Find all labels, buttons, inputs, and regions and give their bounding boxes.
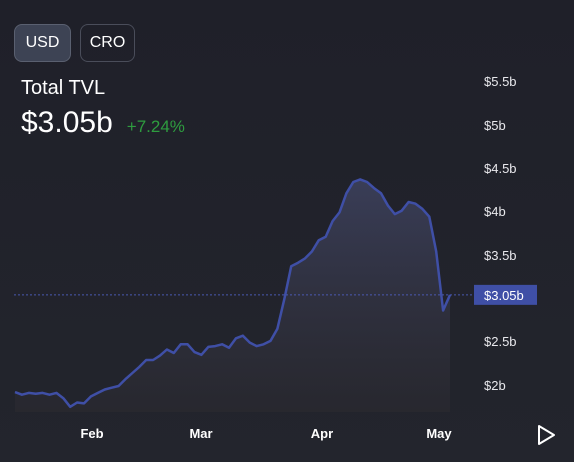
cro-toggle-button[interactable]: CRO <box>80 24 135 62</box>
x-tick-label: Apr <box>311 426 333 441</box>
chart-title: Total TVL <box>21 77 106 99</box>
y-tick-label: $3.5b <box>484 248 517 263</box>
current-value-label: $3.05b <box>484 288 524 303</box>
play-icon[interactable] <box>535 424 557 446</box>
y-tick-label: $2.5b <box>484 334 517 349</box>
tvl-area <box>15 179 450 412</box>
x-tick-label: Mar <box>189 426 212 441</box>
tvl-value: $3.05b <box>21 106 113 139</box>
y-tick-label: $5b <box>484 118 506 133</box>
y-tick-label: $4.5b <box>484 161 517 176</box>
y-axis: $5.5b $5b $4.5b $4b $3.5b $2.5b $2b <box>484 74 517 393</box>
x-tick-label: May <box>426 426 452 441</box>
x-axis: Feb Mar Apr May <box>80 426 452 441</box>
y-tick-label: $5.5b <box>484 74 517 89</box>
value-row: $3.05b +7.24% <box>21 106 185 140</box>
current-value-badge <box>474 284 537 305</box>
y-tick-label: $4b <box>484 204 506 219</box>
tvl-line <box>14 178 452 409</box>
x-tick-label: Feb <box>80 426 103 441</box>
usd-toggle-button[interactable]: USD <box>14 24 71 62</box>
tvl-change: +7.24% <box>126 117 185 136</box>
currency-toggle: USD CRO <box>14 24 135 62</box>
y-tick-label: $2b <box>484 378 506 393</box>
